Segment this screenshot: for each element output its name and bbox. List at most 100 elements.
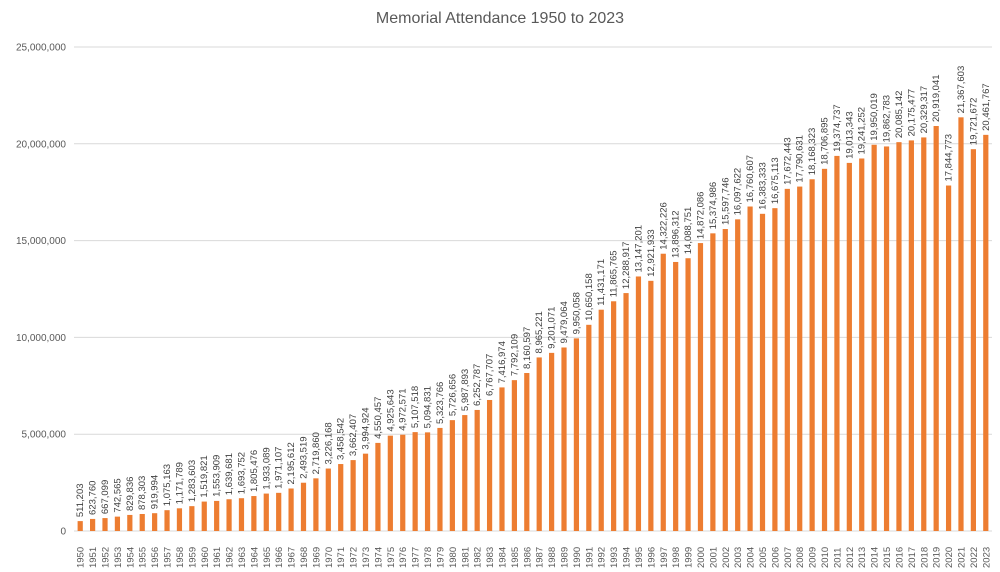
data-label: 9,201,071 (547, 307, 558, 349)
data-label: 20,919,041 (931, 74, 942, 122)
data-label: 14,872,086 (695, 192, 706, 240)
bar (226, 499, 232, 531)
data-label: 623,760 (88, 481, 99, 515)
bar (821, 168, 828, 531)
data-label: 17,672,443 (782, 137, 793, 185)
bar (859, 158, 865, 531)
bar (635, 276, 642, 531)
x-tick-label: 1989 (560, 547, 571, 568)
x-tick-label: 1992 (597, 547, 608, 568)
x-tick-label: 2001 (708, 547, 719, 568)
data-label: 12,921,933 (646, 229, 657, 277)
data-label: 13,147,201 (633, 225, 644, 273)
y-tick-label: 20,000,000 (16, 139, 66, 150)
x-tick-label: 1969 (311, 547, 322, 568)
x-tick-label: 1951 (88, 547, 99, 568)
x-tick-label: 1979 (435, 547, 446, 568)
data-label: 667,099 (100, 480, 111, 514)
bar (722, 229, 728, 531)
data-label: 1,933,089 (261, 447, 272, 489)
bar (387, 435, 393, 531)
bar (486, 399, 493, 531)
data-label: 6,767,707 (485, 354, 496, 396)
data-label: 20,085,142 (894, 91, 905, 139)
x-tick-label: 1997 (659, 547, 670, 568)
x-tick-label: 1978 (423, 547, 434, 568)
x-tick-label: 2019 (932, 547, 943, 568)
data-label: 2,493,519 (299, 436, 310, 478)
data-label: 1,171,789 (174, 462, 185, 504)
x-tick-label: 1990 (572, 547, 583, 568)
data-label: 511,203 (75, 483, 86, 517)
bar (908, 140, 914, 531)
bar (90, 518, 96, 531)
data-label: 16,760,607 (745, 155, 756, 203)
bar (189, 506, 195, 531)
bar (735, 219, 741, 531)
bar (660, 253, 666, 531)
data-label: 1,283,603 (187, 460, 198, 502)
x-tick-label: 2013 (857, 547, 868, 568)
bar (474, 409, 480, 531)
data-label: 11,431,171 (596, 259, 607, 306)
x-tick-label: 1986 (522, 547, 533, 568)
data-label: 1,075,163 (162, 464, 173, 506)
bar (127, 514, 133, 531)
bar (400, 434, 406, 531)
x-tick-label: 1958 (175, 547, 186, 568)
bar (945, 185, 952, 531)
x-tick-label: 2008 (795, 547, 806, 568)
bar (710, 233, 716, 531)
x-tick-label: 2023 (981, 547, 992, 568)
data-label: 19,950,019 (869, 93, 880, 141)
data-label: 4,550,457 (373, 397, 384, 439)
x-tick-label: 1985 (510, 547, 521, 568)
data-label: 5,323,766 (435, 382, 446, 424)
data-label: 20,329,317 (919, 86, 930, 134)
bar (970, 149, 976, 532)
bar (424, 432, 431, 531)
data-label: 1,971,107 (274, 447, 285, 489)
bar (834, 155, 840, 531)
x-tick-label: 1957 (163, 547, 174, 568)
data-label: 11,865,765 (609, 250, 620, 297)
bar (449, 420, 455, 531)
x-tick-label: 2007 (783, 547, 794, 568)
x-tick-label: 1962 (225, 547, 236, 568)
data-label: 18,706,895 (820, 117, 831, 165)
bar (325, 468, 331, 531)
x-tick-label: 2018 (919, 547, 930, 568)
bar (251, 496, 257, 531)
x-tick-label: 2010 (820, 547, 831, 568)
x-tick-label: 1993 (609, 547, 620, 568)
data-label: 17,844,773 (944, 134, 955, 182)
y-tick-label: 10,000,000 (16, 333, 66, 344)
x-tick-label: 1999 (684, 547, 695, 568)
bar (797, 186, 803, 532)
x-tick-label: 1964 (249, 547, 260, 568)
x-tick-label: 1976 (398, 547, 409, 568)
bar (809, 179, 815, 531)
x-tick-label: 2014 (870, 547, 881, 568)
x-tick-label: 1973 (361, 547, 372, 568)
data-label: 9,479,064 (559, 301, 570, 343)
bar (598, 309, 604, 531)
data-label: 5,987,893 (460, 369, 471, 411)
bar (102, 518, 108, 531)
data-label: 15,374,986 (708, 182, 719, 230)
bar (648, 280, 654, 531)
bar (511, 380, 517, 531)
data-label: 3,458,542 (336, 418, 347, 460)
bar (983, 134, 989, 532)
data-label: 878,303 (137, 476, 148, 510)
bar (350, 460, 356, 531)
x-tick-label: 1970 (324, 547, 335, 568)
bar (263, 493, 269, 531)
bar (164, 510, 170, 531)
x-tick-label: 2000 (696, 547, 707, 568)
y-tick-label: 0 (60, 527, 66, 538)
bar (300, 482, 307, 531)
bar (573, 338, 580, 531)
bar (896, 142, 902, 531)
